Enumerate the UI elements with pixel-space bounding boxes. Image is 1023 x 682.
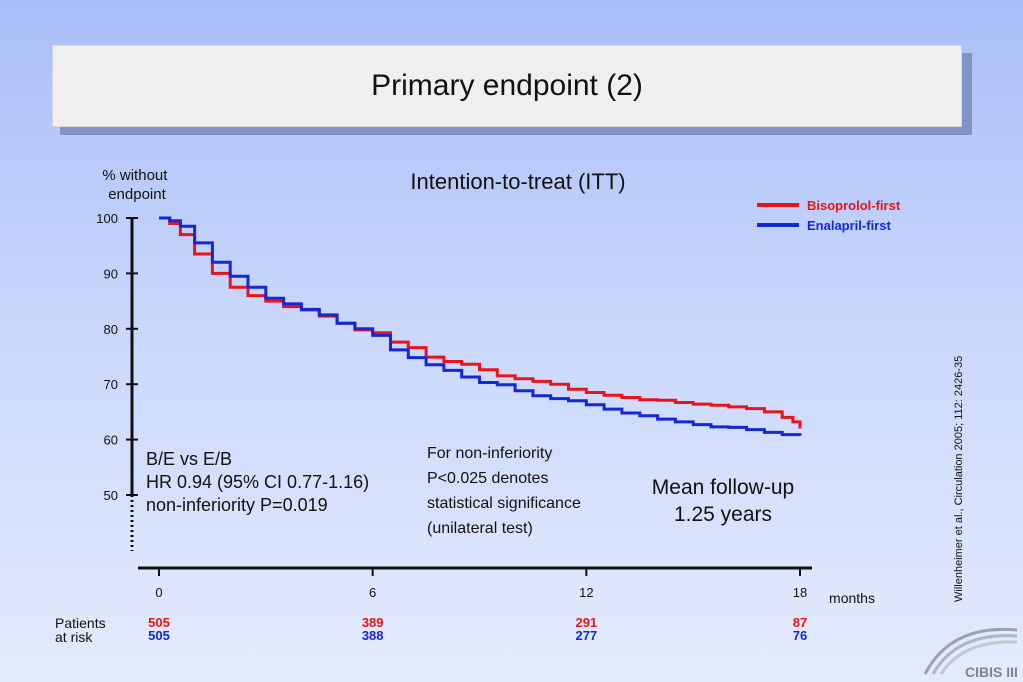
at-risk-bisoprolol: 389 xyxy=(362,615,384,630)
curves xyxy=(159,216,802,437)
citation: Willenheimer et al., Circulation 2005; 1… xyxy=(953,356,965,602)
at-risk-enalapril: 505 xyxy=(148,628,170,643)
series-line-bisoprolol-first xyxy=(159,216,802,429)
y-tick-label: 60 xyxy=(104,433,118,448)
legend: Bisoprolol-first Enalapril-first xyxy=(757,198,901,233)
at-risk-label: Patients at risk xyxy=(55,615,109,645)
at-risk-label-line1: Patients xyxy=(55,615,106,631)
stats-line-2: HR 0.94 (95% CI 0.77-1.16) xyxy=(146,472,370,492)
at-risk-enalapril: 277 xyxy=(575,628,597,643)
axes: 50 60 70 80 90 100 0 6 12 18 xyxy=(96,211,812,600)
stats-line-3: non-inferiority P=0.019 xyxy=(146,495,328,515)
series-line-enalapril-first xyxy=(159,216,802,437)
legend-label: Bisoprolol-first xyxy=(807,198,901,213)
x-tick-label: 6 xyxy=(369,585,376,600)
y-tick-label: 50 xyxy=(104,488,118,503)
y-axis-label: % without endpoint xyxy=(102,167,171,203)
at-risk-enalapril: 76 xyxy=(793,628,807,643)
y-tick-label: 100 xyxy=(96,211,118,226)
noninferiority-note: For non-inferiority P<0.025 denotes stat… xyxy=(427,441,581,541)
note-line-4: (unilateral test) xyxy=(427,520,533,537)
y-axis-label-line2: endpoint xyxy=(108,186,166,203)
title-box: Primary endpoint (2) xyxy=(52,45,962,127)
followup-note: Mean follow-up 1.25 years xyxy=(634,474,812,528)
x-tick-label: 18 xyxy=(793,585,807,600)
note-line-2: P<0.025 denotes xyxy=(427,470,549,487)
legend-label: Enalapril-first xyxy=(807,218,891,233)
at-risk-table: 505 389 291 87 505 388 277 76 xyxy=(148,615,807,643)
at-risk-bisoprolol: 291 xyxy=(575,615,597,630)
stats-line-1: B/E vs E/B xyxy=(146,449,233,469)
slide-title: Primary endpoint (2) xyxy=(371,69,643,102)
x-tick-label: 12 xyxy=(579,585,593,600)
x-axis-unit-label: months xyxy=(829,590,875,606)
followup-line-2: 1.25 years xyxy=(673,503,773,526)
at-risk-bisoprolol: 505 xyxy=(148,615,170,630)
y-tick-label: 90 xyxy=(104,266,118,281)
x-tick-label: 0 xyxy=(155,585,162,600)
at-risk-bisoprolol: 87 xyxy=(793,615,807,630)
chart-title: Intention-to-treat (ITT) xyxy=(410,169,625,194)
y-tick-label: 80 xyxy=(104,322,118,337)
y-tick-label: 70 xyxy=(104,377,118,392)
at-risk-enalapril: 388 xyxy=(362,628,384,643)
stats-note: B/E vs E/B HR 0.94 (95% CI 0.77-1.16) no… xyxy=(146,448,369,517)
cibis-logo: CIBIS III xyxy=(923,627,1018,680)
logo-text: CIBIS III xyxy=(965,664,1018,680)
note-line-1: For non-inferiority xyxy=(427,445,553,462)
y-axis-label-line1: % without xyxy=(102,167,168,184)
note-line-3: statistical significance xyxy=(427,495,581,512)
at-risk-label-line2: at risk xyxy=(55,629,93,645)
followup-line-1: Mean follow-up xyxy=(651,476,795,499)
